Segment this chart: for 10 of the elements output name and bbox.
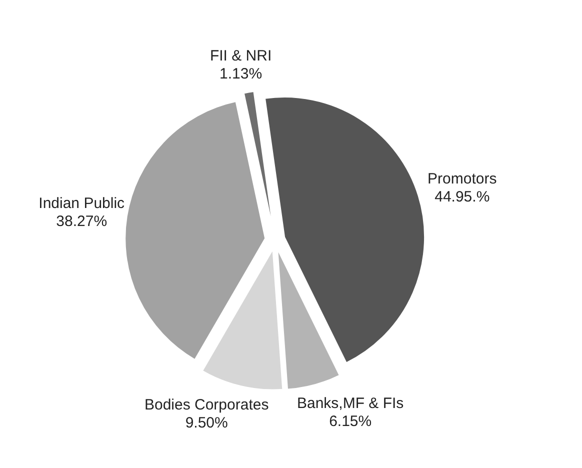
data-label: 38.27% xyxy=(56,213,108,230)
slice-label: Banks,MF & FIs xyxy=(297,394,404,412)
data-label: 44.95.% xyxy=(434,188,490,206)
slice-label: Promotors xyxy=(428,170,497,188)
data-label: 6.15% xyxy=(329,412,372,430)
data-label: 1.13% xyxy=(220,66,262,83)
data-label: 9.50% xyxy=(185,414,228,432)
slice-label: FII & NRI xyxy=(210,48,272,65)
slice-label: Bodies Corporates xyxy=(144,396,269,414)
slice-label: Indian Public xyxy=(38,195,126,212)
